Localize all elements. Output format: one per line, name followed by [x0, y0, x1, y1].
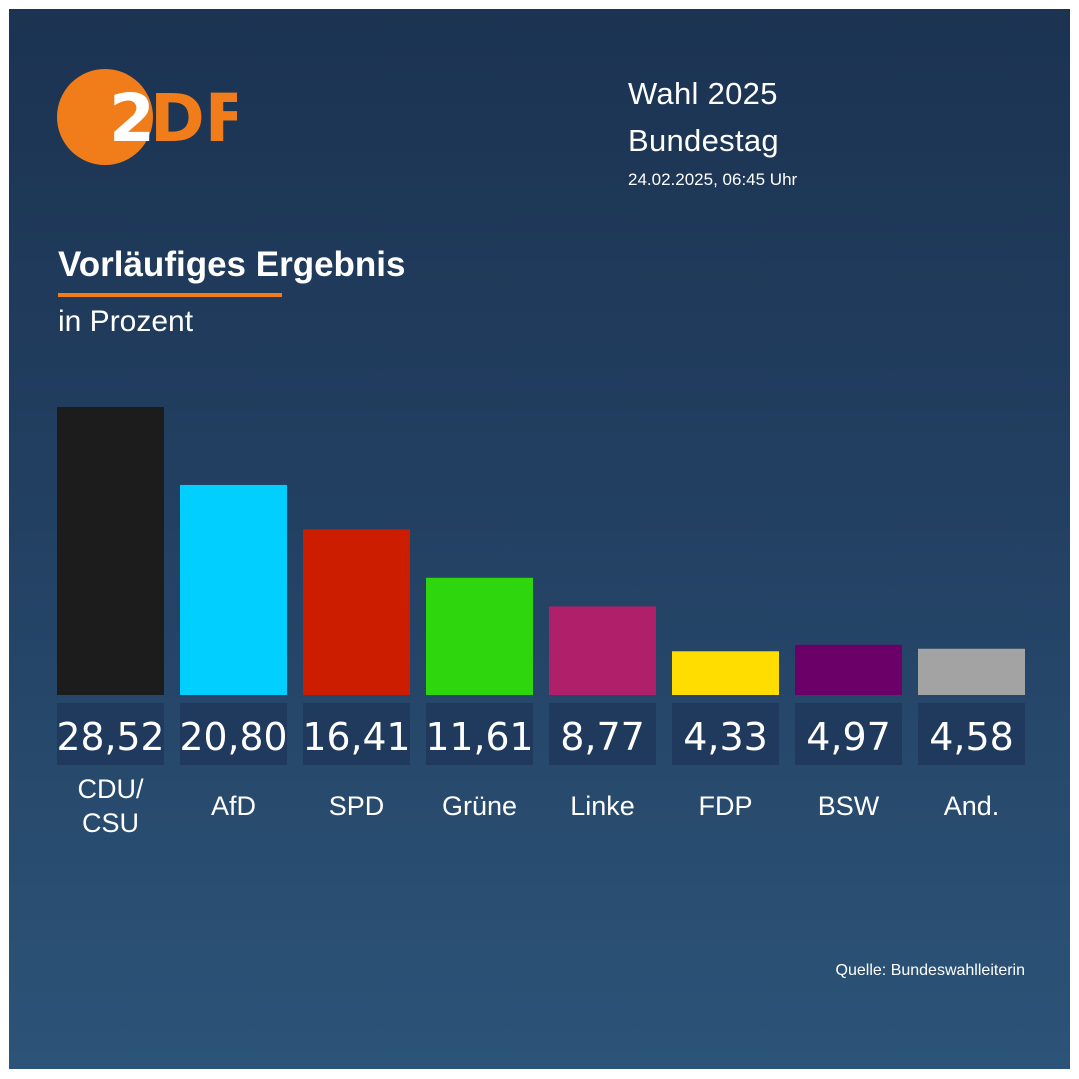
value-label: 4,97 — [806, 715, 891, 759]
logo-letters: DF — [150, 80, 237, 157]
category-label: Linke — [570, 791, 635, 821]
value-label: 11,61 — [426, 715, 534, 759]
header-title: Wahl 2025 — [628, 76, 778, 111]
logo-digit: 2 — [109, 80, 155, 157]
value-label: 8,77 — [560, 715, 645, 759]
results-card: 2 DF Wahl 2025 Bundestag 24.02.2025, 06:… — [9, 9, 1070, 1069]
value-label-box — [303, 703, 410, 765]
bar — [180, 484, 287, 695]
category-label: SPD — [329, 791, 385, 821]
logo-circle — [57, 69, 153, 165]
value-label-box — [549, 703, 656, 765]
value-label: 16,41 — [303, 715, 411, 759]
bar — [918, 648, 1025, 695]
value-label: 4,33 — [683, 715, 768, 759]
source-note: Quelle: Bundeswahlleiterin — [835, 962, 1025, 979]
bar — [549, 606, 656, 695]
value-label-box — [180, 703, 287, 765]
bar-chart: 28,52 CDU/CSU 20,80 AfD 16,41 SPD 11,61 Grüne 8,… — [57, 407, 1025, 838]
value-label-box — [795, 703, 902, 765]
bar — [57, 407, 164, 695]
bar — [795, 644, 902, 695]
header-subtitle: Bundestag — [628, 123, 779, 158]
value-label-box — [672, 703, 779, 765]
title-underline — [58, 293, 282, 297]
value-label-box — [918, 703, 1025, 765]
chart-subtitle: in Prozent — [58, 305, 194, 338]
bar — [672, 651, 779, 695]
header-timestamp: 24.02.2025, 06:45 Uhr — [628, 170, 798, 189]
category-label: CSU — [82, 808, 139, 838]
value-label: 28,52 — [57, 715, 165, 759]
category-label: Grüne — [442, 791, 517, 821]
zdf-logo: 2 DF — [57, 69, 237, 165]
value-label: 20,80 — [180, 715, 288, 759]
bar — [303, 529, 410, 695]
category-label: FDP — [699, 791, 753, 821]
category-label: And. — [944, 791, 1000, 821]
category-label: CDU/ — [78, 774, 144, 804]
value-label-box — [426, 703, 533, 765]
category-label: BSW — [818, 791, 880, 821]
chart-title: Vorläufiges Ergebnis — [58, 245, 406, 284]
category-label: AfD — [211, 791, 256, 821]
value-label: 4,58 — [929, 715, 1014, 759]
value-label-box — [57, 703, 164, 765]
bar — [426, 577, 533, 695]
